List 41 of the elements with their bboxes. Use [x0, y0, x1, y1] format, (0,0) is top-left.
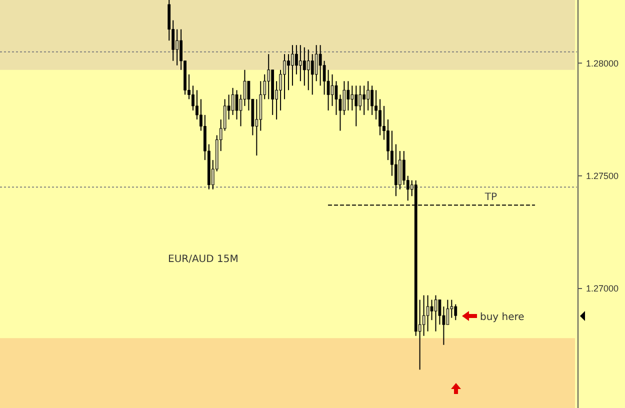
candlestick — [454, 304, 458, 321]
candlestick — [231, 87, 234, 116]
candlestick — [255, 98, 258, 156]
candlestick — [394, 144, 398, 197]
candlestick — [362, 85, 366, 116]
candlestick — [306, 49, 310, 91]
candlestick — [366, 80, 370, 111]
candlestick — [342, 80, 346, 116]
candlestick — [318, 44, 322, 86]
candlestick — [358, 85, 362, 111]
y-tick-label: 1.27500 — [586, 170, 619, 181]
candlestick — [430, 299, 434, 321]
candlestick — [446, 299, 450, 326]
candlestick — [346, 80, 350, 111]
candlestick — [310, 54, 314, 96]
candlestick — [326, 69, 330, 111]
candlestick — [434, 294, 438, 332]
candlestick — [370, 85, 374, 116]
candlestick — [176, 28, 179, 66]
candlestick — [426, 294, 430, 332]
y-tick-label: 1.27000 — [586, 284, 619, 294]
candlestick — [422, 294, 426, 336]
y-tick-label: 1.28000 — [586, 58, 619, 68]
annotation: buy here — [480, 312, 524, 323]
candlestick — [314, 44, 318, 82]
annotation: EUR/AUD 15M — [168, 254, 238, 265]
candlestick — [302, 46, 306, 86]
candlestick — [291, 44, 294, 86]
candlestick — [378, 98, 382, 136]
candlestick — [402, 150, 406, 186]
candlestick — [298, 44, 302, 82]
candlestick — [354, 85, 358, 127]
candlestick — [386, 118, 390, 161]
candlestick — [267, 54, 270, 100]
candlestick — [330, 74, 334, 106]
candlestick — [283, 54, 286, 100]
candlestick — [350, 85, 354, 111]
ref-line-label: TP — [484, 192, 498, 204]
candlestick — [438, 299, 442, 326]
candlestick — [287, 54, 290, 91]
candlestick — [295, 44, 298, 75]
